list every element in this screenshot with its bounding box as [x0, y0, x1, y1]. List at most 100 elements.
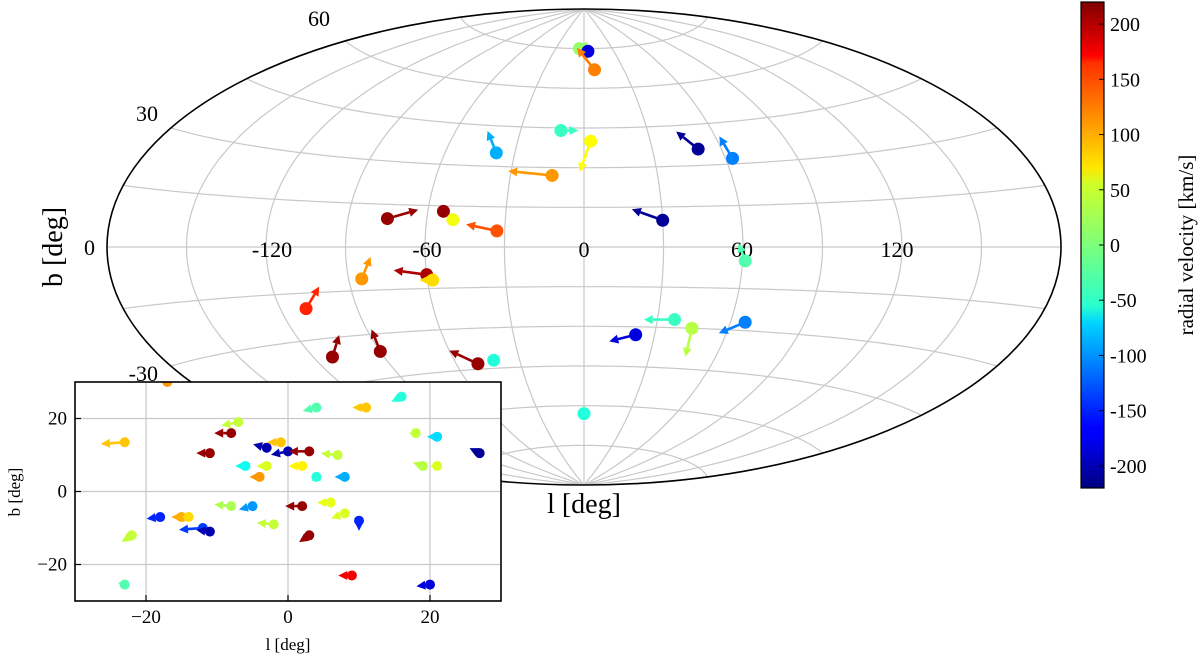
colorbar-tick-label: -200	[1110, 456, 1147, 478]
arrow-head	[408, 207, 419, 217]
arrow-head	[338, 570, 348, 580]
star-marker	[588, 63, 602, 77]
main-tick-labels: -120 -60 0 60 120 60 30 0 -30	[84, 6, 914, 386]
star-marker	[275, 437, 286, 448]
arrow-head	[196, 448, 206, 458]
arrow-head	[508, 167, 518, 177]
star-marker	[204, 526, 215, 537]
parallel-line	[170, 325, 998, 367]
star-marker	[268, 519, 279, 530]
arrow-head	[146, 513, 157, 523]
arrow-head	[196, 526, 206, 536]
y-tick-label: 30	[136, 101, 158, 126]
star-marker	[685, 321, 699, 335]
colorbar-ticks: 200 150 100 50 0 -50 -100 -150 -200	[1099, 14, 1147, 478]
inset-y-axis-label: b [deg]	[5, 468, 24, 517]
star-marker	[183, 512, 194, 523]
arrow-head	[299, 533, 310, 543]
parallel-line	[123, 286, 1045, 310]
arrow-head	[271, 448, 281, 458]
star-marker	[339, 471, 350, 482]
star-marker	[176, 512, 187, 523]
star-marker	[691, 142, 705, 156]
star-marker	[126, 530, 137, 541]
arrow-head	[569, 125, 579, 135]
arrow-head	[221, 419, 232, 429]
star-marker	[297, 501, 308, 512]
inset-plot: −20 0 20 20 0 −20 l [deg] b [deg]	[5, 381, 502, 654]
arrow-head	[466, 221, 476, 231]
arrow-head	[576, 47, 587, 58]
arrow-head	[352, 403, 362, 413]
colorbar-tick-label: 50	[1110, 180, 1130, 202]
star-marker	[629, 328, 643, 342]
star-marker	[361, 402, 372, 413]
star-marker	[425, 579, 435, 590]
star-marker	[346, 570, 357, 581]
colorbar-tick-label: 150	[1110, 69, 1140, 91]
star-marker	[487, 353, 501, 367]
star-marker	[354, 515, 364, 526]
x-tick-label: -120	[252, 237, 292, 262]
arrow-head	[317, 497, 326, 507]
inset-x-tick-label: 0	[283, 607, 293, 628]
colorbar-tick-label: 100	[1110, 125, 1140, 147]
star-marker	[436, 204, 450, 218]
star-marker	[304, 446, 315, 457]
arrow-head	[288, 461, 298, 471]
star-marker	[417, 460, 428, 471]
arrow-head	[310, 286, 320, 297]
arrow-head	[682, 347, 692, 357]
y-tick-label: 0	[84, 235, 95, 260]
star-marker	[726, 151, 740, 165]
star-marker	[738, 254, 752, 268]
arrow-head	[718, 325, 729, 334]
star-marker	[355, 272, 369, 286]
star-marker	[668, 313, 682, 327]
x-tick-label: 120	[881, 237, 914, 262]
star-marker	[554, 123, 568, 137]
arrow-head	[719, 136, 728, 147]
star-marker	[545, 168, 559, 182]
star-marker	[738, 315, 752, 329]
star-marker	[283, 446, 293, 457]
arrow-head	[256, 519, 267, 529]
arrow-head	[214, 428, 224, 438]
arrow-head	[179, 524, 189, 534]
star-marker	[471, 357, 485, 371]
parallel-line	[246, 78, 922, 129]
arrow-head	[253, 442, 263, 451]
arrow-head	[419, 275, 429, 285]
arrow-head	[238, 502, 249, 512]
star-marker	[261, 442, 272, 453]
star-marker	[162, 382, 173, 387]
star-marker	[656, 213, 670, 227]
y-tick-label: 60	[308, 6, 330, 31]
arrow-head	[320, 449, 331, 459]
arrow-head	[486, 130, 496, 141]
x-tick-label: -60	[412, 237, 441, 262]
star-marker	[446, 213, 460, 227]
colorbar-label: radial velocity [km/s]	[1174, 155, 1198, 336]
parallel-line	[123, 184, 1045, 208]
main-data-points	[299, 42, 752, 421]
parallel-line	[345, 40, 823, 89]
inset-ticks: −20 0 20 20 0 −20	[37, 409, 439, 629]
main-x-axis-label: l [deg]	[547, 489, 621, 520]
star-marker	[155, 512, 166, 523]
star-marker	[119, 437, 130, 448]
star-marker	[226, 501, 237, 512]
arrow-head	[631, 208, 642, 217]
colorbar-tick-label: 200	[1110, 14, 1140, 36]
arrow-head	[331, 511, 342, 520]
arrow-head	[416, 580, 426, 590]
arrow-head	[121, 533, 132, 543]
star-marker	[325, 497, 336, 508]
star-marker	[373, 344, 387, 358]
colorbar-tick-label: -50	[1110, 290, 1137, 312]
star-marker	[577, 407, 591, 421]
star-marker	[410, 428, 421, 439]
star-marker	[432, 431, 443, 442]
arrow-head	[737, 243, 746, 254]
star-marker	[233, 417, 244, 428]
